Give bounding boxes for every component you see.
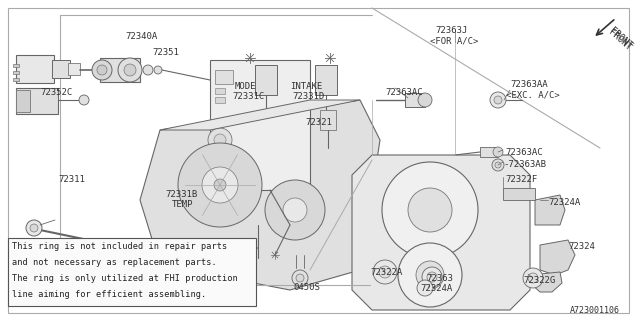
Circle shape	[79, 95, 89, 105]
Polygon shape	[160, 100, 360, 130]
Circle shape	[422, 267, 442, 287]
Circle shape	[492, 159, 504, 171]
Bar	[405, 93, 425, 107]
Bar	[16, 55, 54, 83]
Circle shape	[382, 162, 478, 258]
Circle shape	[202, 167, 238, 203]
Circle shape	[97, 65, 107, 75]
Circle shape	[417, 280, 433, 296]
Circle shape	[379, 266, 391, 278]
Text: 72322A: 72322A	[370, 268, 403, 277]
Text: INTAKE: INTAKE	[290, 82, 323, 91]
Text: 72363J: 72363J	[435, 26, 467, 35]
Text: 72352C: 72352C	[40, 88, 72, 97]
Text: FRONT: FRONT	[607, 28, 633, 53]
Text: FRONT: FRONT	[608, 26, 634, 51]
Text: The ring is only utilized at FHI production: The ring is only utilized at FHI product…	[12, 274, 237, 283]
Text: 72324A: 72324A	[548, 198, 580, 207]
Text: This ring is not included in repair parts: This ring is not included in repair part…	[12, 242, 227, 251]
Circle shape	[418, 93, 432, 107]
Text: TEMP: TEMP	[172, 200, 193, 209]
Bar	[320, 110, 336, 130]
Circle shape	[118, 58, 142, 82]
Polygon shape	[535, 195, 565, 225]
Bar	[68, 63, 80, 75]
Circle shape	[214, 179, 226, 191]
Text: and not necessary as replacement parts.: and not necessary as replacement parts.	[12, 258, 217, 267]
Bar	[13, 71, 19, 74]
Text: 72322F: 72322F	[505, 175, 537, 184]
Text: <FOR A/C>: <FOR A/C>	[430, 36, 478, 45]
Polygon shape	[540, 240, 575, 275]
Bar	[215, 70, 233, 84]
Text: MODE: MODE	[235, 82, 257, 91]
Bar	[100, 58, 140, 82]
Circle shape	[154, 66, 162, 74]
Text: -72363AB: -72363AB	[503, 160, 546, 169]
Text: 72322G: 72322G	[523, 276, 556, 285]
Circle shape	[178, 143, 262, 227]
Circle shape	[408, 188, 452, 232]
Text: <EXC. A/C>: <EXC. A/C>	[506, 90, 560, 99]
Circle shape	[143, 65, 153, 75]
Circle shape	[292, 270, 308, 286]
Circle shape	[214, 134, 226, 146]
Text: 72311: 72311	[58, 175, 85, 184]
Circle shape	[265, 180, 325, 240]
Bar	[13, 78, 19, 81]
Circle shape	[523, 268, 543, 288]
Bar	[16, 90, 30, 112]
Bar	[255, 65, 277, 95]
Circle shape	[30, 224, 38, 232]
Circle shape	[493, 147, 503, 157]
Circle shape	[416, 261, 444, 289]
Circle shape	[92, 60, 112, 80]
Bar	[16, 88, 58, 114]
Text: 72324: 72324	[568, 242, 595, 251]
Text: 72331C: 72331C	[232, 92, 264, 101]
Bar	[215, 97, 225, 103]
Text: 72340A: 72340A	[125, 32, 157, 41]
Circle shape	[528, 273, 538, 283]
Circle shape	[373, 260, 397, 284]
Text: 72324A: 72324A	[420, 284, 452, 293]
Bar	[140, 252, 162, 264]
Circle shape	[494, 96, 502, 104]
Circle shape	[427, 272, 437, 282]
Text: 72363AC: 72363AC	[385, 88, 422, 97]
Circle shape	[208, 128, 232, 152]
Text: A723001106: A723001106	[570, 306, 620, 315]
Bar	[8, 238, 256, 306]
Polygon shape	[530, 272, 562, 292]
Bar	[13, 64, 19, 67]
Polygon shape	[140, 100, 380, 290]
Circle shape	[490, 92, 506, 108]
Bar	[52, 60, 70, 78]
Circle shape	[26, 220, 42, 236]
Circle shape	[283, 198, 307, 222]
Text: line aiming for efficient assembling.: line aiming for efficient assembling.	[12, 290, 206, 299]
Text: 72321: 72321	[305, 118, 332, 127]
Text: 0450S: 0450S	[293, 283, 320, 292]
Circle shape	[398, 243, 462, 307]
Text: 72363AC: 72363AC	[505, 148, 543, 157]
Circle shape	[495, 162, 501, 168]
Text: 72363AA: 72363AA	[510, 80, 548, 89]
Bar	[503, 188, 535, 200]
Bar	[315, 65, 337, 95]
Text: 72331B: 72331B	[165, 190, 197, 199]
Bar	[210, 60, 310, 190]
Polygon shape	[352, 155, 530, 310]
Bar	[215, 88, 225, 94]
Text: 72351: 72351	[152, 48, 179, 57]
Circle shape	[124, 64, 136, 76]
Bar	[480, 147, 498, 157]
Circle shape	[296, 274, 304, 282]
Text: 72363: 72363	[426, 274, 453, 283]
Text: 72331D: 72331D	[292, 92, 324, 101]
